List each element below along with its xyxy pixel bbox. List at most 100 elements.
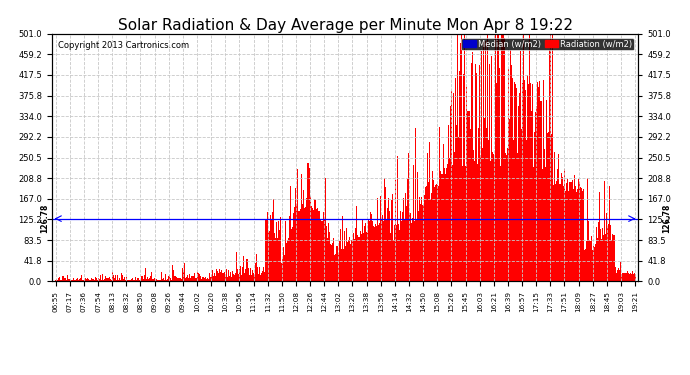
Bar — [424, 195, 425, 281]
Bar — [625, 273, 627, 281]
Bar — [305, 207, 306, 281]
Bar — [409, 213, 410, 281]
Bar — [542, 168, 543, 281]
Bar — [258, 274, 259, 281]
Bar — [444, 168, 445, 281]
Bar — [623, 273, 624, 281]
Bar — [533, 34, 535, 281]
Bar — [556, 182, 557, 281]
Bar — [172, 278, 173, 281]
Bar — [98, 279, 99, 281]
Bar — [185, 278, 186, 281]
Bar — [462, 166, 463, 281]
Bar — [106, 277, 108, 281]
Bar — [101, 280, 102, 281]
Bar — [332, 243, 333, 281]
Bar — [601, 238, 602, 281]
Title: Solar Radiation & Day Average per Minute Mon Apr 8 19:22: Solar Radiation & Day Average per Minute… — [117, 18, 573, 33]
Bar — [609, 186, 610, 281]
Bar — [213, 276, 214, 281]
Bar — [342, 216, 343, 281]
Bar — [146, 279, 147, 281]
Bar — [132, 278, 133, 281]
Bar — [567, 178, 568, 281]
Bar — [522, 83, 523, 281]
Bar — [471, 63, 472, 281]
Bar — [615, 267, 616, 281]
Bar — [292, 225, 293, 281]
Bar — [496, 83, 497, 281]
Bar — [207, 278, 208, 281]
Bar — [570, 183, 571, 281]
Bar — [535, 112, 536, 281]
Bar — [135, 277, 136, 281]
Bar — [312, 207, 313, 281]
Bar — [481, 51, 482, 281]
Bar — [375, 224, 376, 281]
Bar — [157, 280, 158, 281]
Bar — [77, 278, 78, 281]
Bar — [432, 171, 433, 281]
Bar — [322, 221, 323, 281]
Bar — [621, 274, 622, 281]
Bar — [226, 269, 227, 281]
Bar — [603, 235, 604, 281]
Bar — [150, 276, 151, 281]
Bar — [501, 34, 502, 281]
Bar — [562, 177, 563, 281]
Bar — [147, 278, 148, 281]
Bar — [248, 268, 249, 281]
Bar — [294, 207, 295, 281]
Bar — [145, 277, 146, 281]
Bar — [141, 280, 142, 281]
Bar — [585, 249, 586, 281]
Bar — [129, 280, 130, 281]
Bar — [324, 219, 325, 281]
Bar — [173, 270, 175, 281]
Bar — [530, 82, 531, 281]
Bar — [408, 153, 409, 281]
Bar — [310, 196, 311, 281]
Bar — [605, 234, 606, 281]
Bar — [201, 279, 202, 281]
Bar — [547, 133, 548, 281]
Bar — [217, 271, 218, 281]
Bar — [620, 262, 621, 281]
Bar — [573, 189, 574, 281]
Bar — [595, 244, 596, 281]
Bar — [338, 253, 339, 281]
Bar — [466, 111, 468, 281]
Bar — [393, 236, 395, 281]
Bar — [318, 211, 319, 281]
Bar — [490, 161, 491, 281]
Bar — [283, 247, 284, 281]
Bar — [401, 233, 402, 281]
Bar — [434, 187, 435, 281]
Bar — [303, 207, 304, 281]
Bar — [152, 279, 153, 281]
Bar — [606, 213, 607, 281]
Bar — [435, 188, 436, 281]
Bar — [597, 206, 598, 281]
Bar — [315, 200, 316, 281]
Bar — [236, 270, 237, 281]
Bar — [578, 179, 579, 281]
Bar — [210, 277, 211, 281]
Bar — [564, 191, 566, 281]
Bar — [313, 210, 314, 281]
Bar — [187, 274, 188, 281]
Bar — [330, 244, 331, 281]
Bar — [122, 274, 123, 281]
Bar — [634, 273, 635, 281]
Bar — [328, 223, 329, 281]
Bar — [483, 39, 484, 281]
Bar — [225, 277, 226, 281]
Bar — [59, 277, 60, 281]
Bar — [348, 242, 349, 281]
Bar — [575, 192, 576, 281]
Bar — [114, 280, 115, 281]
Bar — [112, 274, 114, 281]
Bar — [90, 280, 91, 281]
Bar — [489, 64, 490, 281]
Bar — [320, 220, 322, 281]
